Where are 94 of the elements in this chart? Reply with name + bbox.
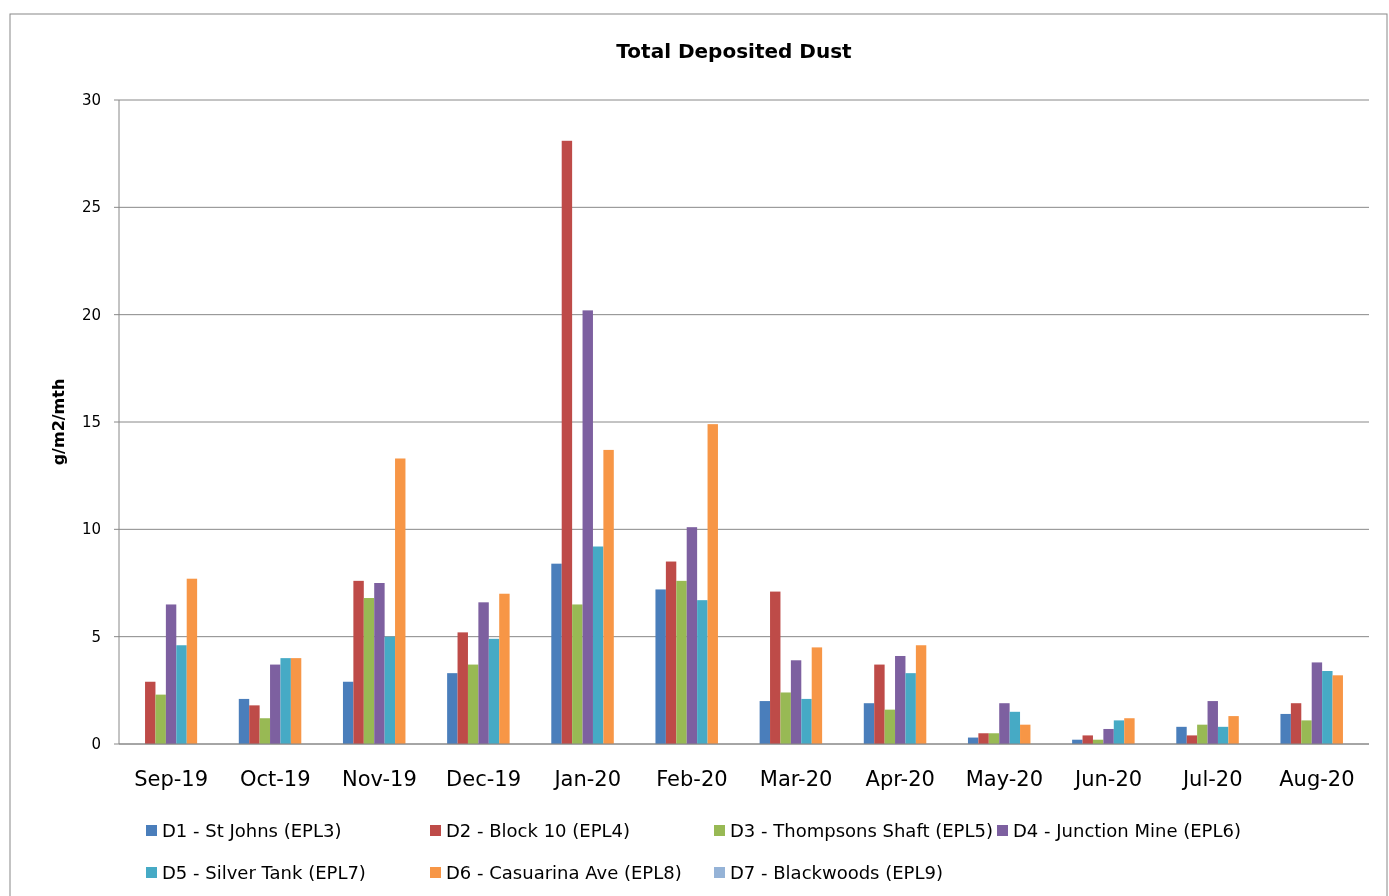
bar [363,598,375,744]
bar [780,692,791,744]
bar [145,681,156,744]
x-tick-label: Dec-19 [446,767,522,791]
legend-label: D7 - Blackwoods (EPL9) [730,862,943,883]
bar [770,591,781,744]
bar [1176,726,1187,744]
bar [572,604,583,744]
legend-label: D2 - Block 10 (EPL4) [446,820,631,841]
x-tick-label: Feb-20 [656,767,728,791]
bar [1103,728,1114,744]
x-tick-label: Mar-20 [759,767,833,791]
bar [676,580,687,744]
bar [488,638,500,744]
bar [801,698,812,744]
bar [374,583,385,744]
y-tick-label: 30 [81,91,101,109]
y-tick-label: 15 [81,413,101,431]
bar [186,578,198,744]
x-tick-label: Jun-20 [1073,767,1143,791]
bar [270,664,281,744]
bar [1332,675,1343,744]
bar [447,673,458,744]
bar [499,593,510,744]
bar [1124,718,1135,744]
y-axis-title: g/m2/mth [49,378,68,466]
legend-label: D4 - Junction Mine (EPL6) [1013,820,1241,841]
bar [290,658,302,744]
y-tick-label: 25 [81,198,101,217]
y-tick-label: 0 [91,735,101,753]
legend-label: D5 - Silver Tank (EPL7) [162,862,366,883]
bar [155,694,166,744]
bar [478,602,489,744]
bar [1082,735,1093,744]
chart-title: Total Deposited Dust [616,39,853,63]
bar [259,718,271,744]
bar [561,140,573,744]
bar [655,589,666,744]
y-tick-label: 10 [81,520,101,539]
bar [384,636,396,744]
x-tick-label: Jul-20 [1180,767,1243,791]
bar [811,647,823,744]
legend-label: D3 - Thompsons Shaft (EPL5) [730,820,993,841]
bar [165,604,177,744]
bar [280,658,291,744]
y-tick-label: 5 [91,627,101,646]
y-tick-label: 20 [81,305,101,324]
x-tick-label: Jan-20 [552,767,622,791]
bar [603,449,614,744]
bar [467,664,479,744]
bar [895,655,906,744]
bar [1197,724,1208,744]
bar [884,709,896,744]
bar [1113,720,1125,744]
bar [707,424,718,744]
bar [790,660,802,744]
x-tick-label: May-20 [965,767,1044,791]
bar [1301,720,1312,744]
bar [551,563,562,744]
bar [863,703,875,744]
bar [915,645,927,744]
bar [697,600,708,744]
bar [1228,716,1239,744]
bar [1322,671,1333,744]
bar [1311,662,1323,744]
legend-label: D1 - St Johns (EPL3) [162,820,342,841]
bar [1186,735,1198,744]
bar [905,673,916,744]
bar [686,527,698,744]
bar [238,698,250,744]
bar [342,681,354,744]
x-tick-label: Nov-19 [342,767,417,791]
bar [999,703,1010,744]
bar [665,561,677,744]
bar [759,701,771,744]
bar [874,664,885,744]
bar [1207,701,1218,744]
x-tick-label: Apr-20 [865,767,935,791]
bar [457,632,468,744]
bar [353,580,364,744]
bar [176,645,187,744]
x-tick-label: Oct-19 [239,767,311,791]
bar [1020,724,1031,744]
bar [249,705,260,744]
bar [395,458,406,744]
bar [592,546,604,744]
bar [1009,711,1021,744]
x-tick-label: Sep-19 [134,767,209,791]
x-tick-label: Aug-20 [1279,767,1355,791]
bar [1290,703,1302,744]
bar [978,733,989,744]
legend-label: D6 - Casuarina Ave (EPL8) [446,862,682,883]
bar [1280,713,1291,744]
bar [582,310,593,744]
